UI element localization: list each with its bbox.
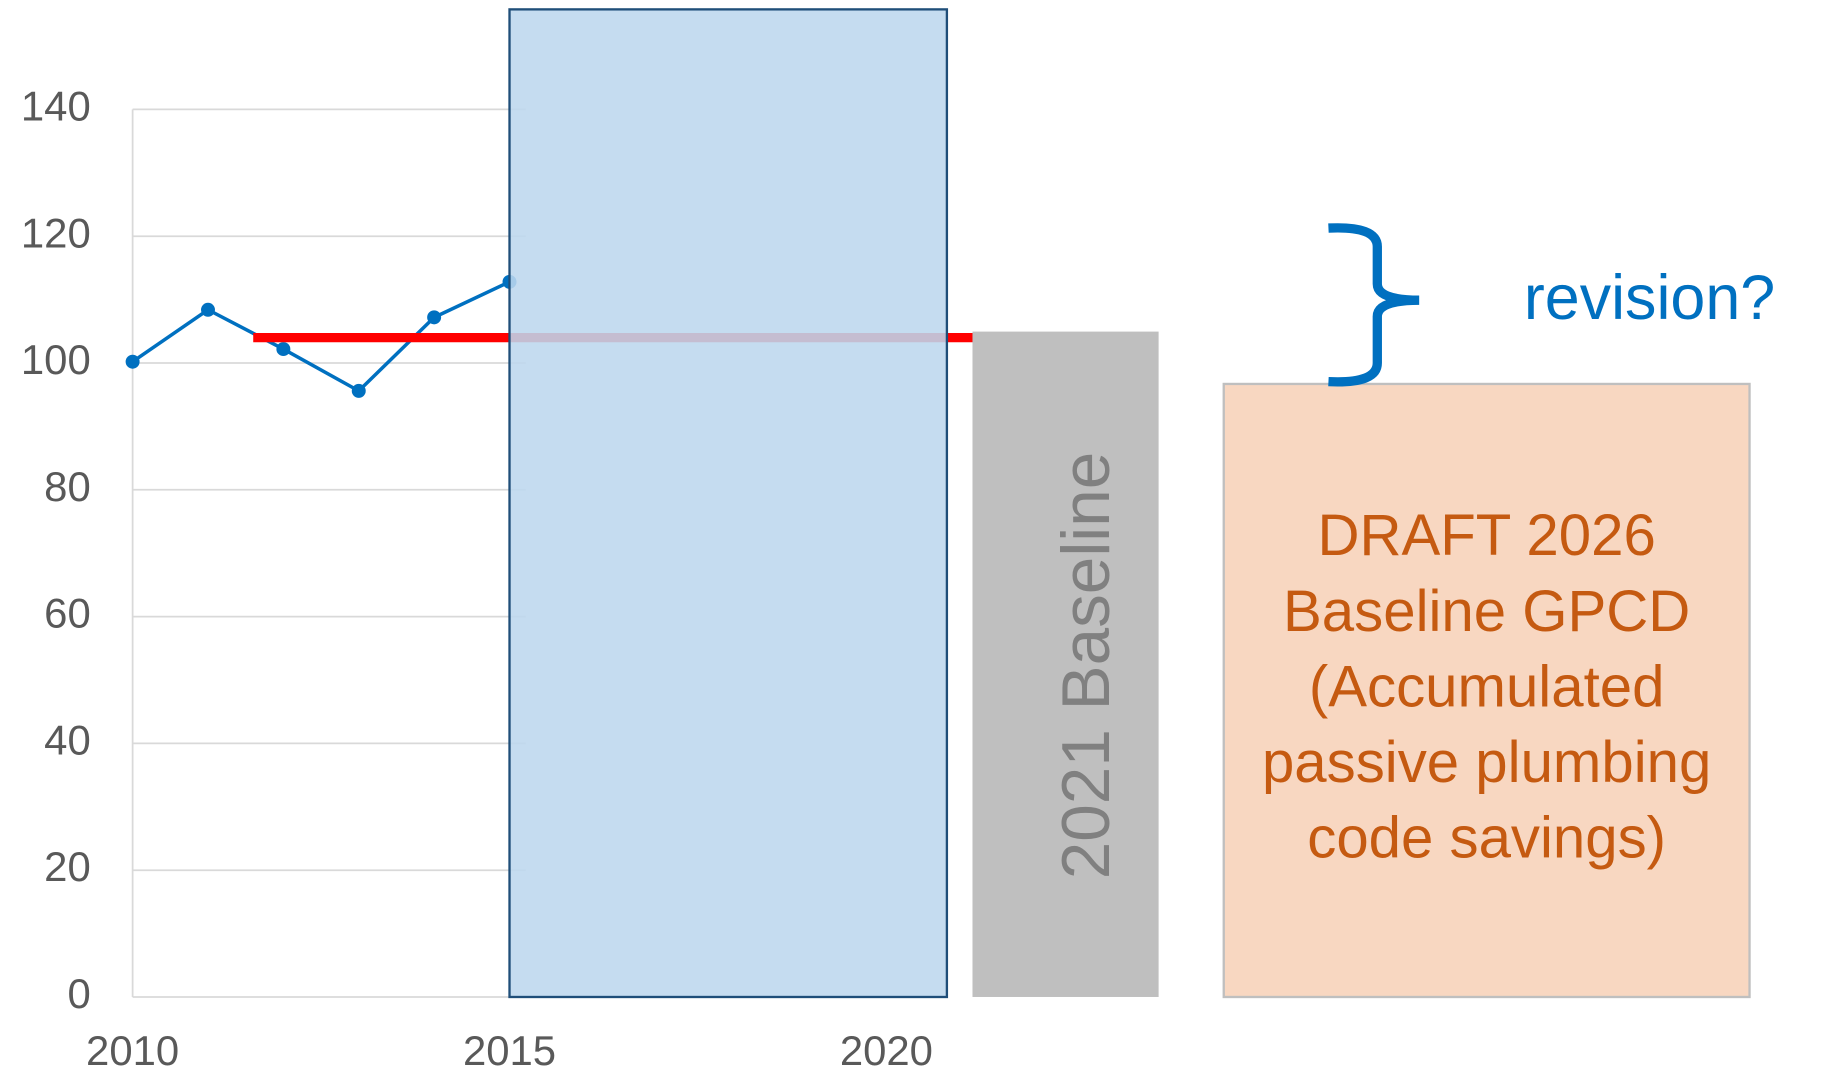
x-tick-label: 2010: [86, 1027, 179, 1074]
draft-2026-line: passive plumbing: [1262, 730, 1711, 795]
baseline-2021-box: [972, 331, 1159, 997]
series-point: [351, 383, 366, 398]
draft-2026-label: DRAFT 2026 Baseline GPCD (Accumulated passi…: [1262, 503, 1711, 870]
y-tick-label: 0: [67, 970, 90, 1017]
y-tick-label: 20: [44, 843, 91, 890]
y-tick-label: 120: [21, 209, 91, 256]
draft-2026-line: code savings): [1307, 806, 1666, 871]
x-tick-label: 2015: [463, 1027, 556, 1074]
draft-2026-line: DRAFT 2026: [1317, 503, 1655, 568]
series-point: [201, 302, 215, 317]
draft-2026-box: [1222, 382, 1751, 999]
series-point: [427, 310, 442, 325]
y-tick-label: 80: [44, 463, 91, 510]
series-point: [125, 354, 140, 369]
tick-layer: 0 20 40 60 80 100 120 140 2010 2015 2020: [21, 82, 933, 1074]
brace: [1328, 223, 1420, 387]
y-tick-label: 140: [21, 82, 91, 129]
y-tick-label: 40: [44, 716, 91, 763]
revision-label: revision?: [1524, 263, 1775, 333]
highlight-box: [508, 8, 949, 999]
baseline-2021-label: 2021 Baseline: [1049, 452, 1124, 880]
y-tick-label: 60: [44, 590, 91, 637]
series-line: [131, 280, 511, 394]
draft-2026-line: Baseline GPCD: [1283, 579, 1690, 644]
x-tick-label: 2020: [840, 1027, 933, 1074]
series-point: [276, 342, 291, 357]
y-tick-label: 100: [21, 336, 91, 383]
draft-2026-line: (Accumulated: [1309, 654, 1665, 719]
